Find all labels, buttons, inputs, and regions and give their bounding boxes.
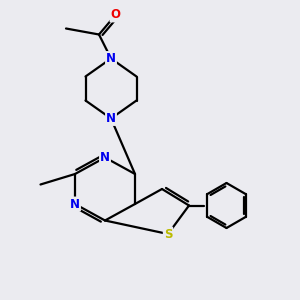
Text: N: N: [106, 52, 116, 65]
Text: O: O: [110, 8, 121, 22]
Text: N: N: [106, 112, 116, 125]
Text: N: N: [70, 197, 80, 211]
Text: N: N: [100, 151, 110, 164]
Text: S: S: [164, 227, 172, 241]
